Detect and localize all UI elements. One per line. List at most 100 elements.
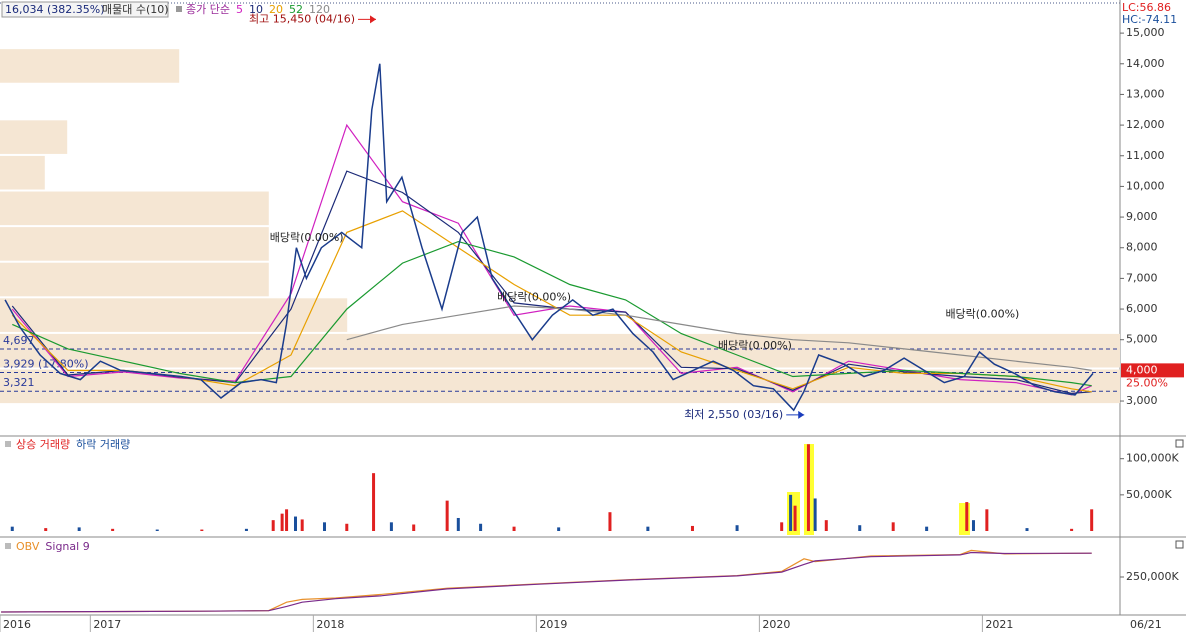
volume-profile-bar <box>0 298 348 332</box>
event-label: 배당락(0.00%) <box>718 339 792 352</box>
volume-highlight <box>959 503 970 535</box>
volume-bar <box>971 520 975 531</box>
x-tick-label: 2018 <box>316 618 344 631</box>
volume-bar <box>10 526 14 531</box>
volume-bar <box>789 494 793 531</box>
y-tick-label: 8,000 <box>1126 241 1158 254</box>
volume-bar <box>456 517 460 531</box>
legend-swatch <box>5 543 11 549</box>
current-change: 25.00% <box>1126 376 1168 389</box>
current-price-tag <box>1121 363 1184 378</box>
y-tick-label: 3,000 <box>1126 394 1158 407</box>
y-tick-label: 100,000K <box>1126 452 1179 465</box>
y-tick-label: 10,000 <box>1126 179 1165 192</box>
volume-bar <box>925 526 929 531</box>
volume-bar <box>200 529 204 531</box>
legend-entry: 20 <box>269 3 283 16</box>
volume-bar <box>372 473 376 531</box>
x-tick-label: 2017 <box>93 618 121 631</box>
volume-bar <box>155 529 159 531</box>
volume-bar <box>77 527 81 531</box>
panel-close-button[interactable] <box>1175 540 1184 549</box>
volume-bar <box>479 523 483 531</box>
legend-entry: OBV <box>16 540 40 553</box>
volume-bar <box>646 526 650 531</box>
obv-line <box>1 551 1092 613</box>
volume-bar <box>858 525 862 531</box>
legend-entry: 하락 거래량 <box>76 437 130 451</box>
y-tick-label: 11,000 <box>1126 149 1165 162</box>
event-label: 배당락(0.00%) <box>945 307 1019 320</box>
volume-bar <box>44 528 48 531</box>
volume-bar <box>965 502 969 531</box>
volume-profile-bar <box>0 227 269 261</box>
volume-bar <box>793 505 797 531</box>
volume-bar <box>412 524 416 531</box>
volume-bar <box>244 528 248 531</box>
y-tick-label: 7,000 <box>1126 271 1158 284</box>
lc-value: LC:56.86 <box>1122 1 1171 14</box>
volume-bar <box>780 522 784 531</box>
volume-bar <box>512 526 516 531</box>
y-tick-label: 250,000K <box>1126 570 1179 583</box>
y-tick-label: 12,000 <box>1126 118 1165 131</box>
level-label: 3,929 (17.80%) <box>3 358 89 371</box>
volume-profile-bar <box>0 155 45 190</box>
volume-profile-bar <box>0 333 1120 368</box>
profile-label: 매물대 수(10) <box>102 3 169 16</box>
x-tick-label: 2016 <box>3 618 31 631</box>
volume-highlight <box>787 492 800 535</box>
hc-value: HC:-74.11 <box>1122 13 1177 26</box>
legend-entry: 120 <box>309 3 330 16</box>
moving-average-line <box>12 240 1092 387</box>
volume-bar <box>985 509 989 531</box>
current-price-label: 4,000 <box>1126 363 1158 376</box>
y-tick-label: 14,000 <box>1126 57 1165 70</box>
volume-bar <box>813 498 817 531</box>
y-tick-label: 5,000 <box>1126 333 1158 346</box>
event-label: 배당락(0.00%) <box>270 231 344 244</box>
volume-bar <box>1090 509 1094 531</box>
legend-swatch <box>176 6 182 12</box>
volume-bar <box>322 522 326 531</box>
x-tick-label: 2019 <box>539 618 567 631</box>
volume-bar <box>1070 528 1074 531</box>
y-tick-label: 13,000 <box>1126 87 1165 100</box>
volume-bar <box>608 512 612 531</box>
panel-close-button[interactable] <box>1175 439 1184 448</box>
volume-bar <box>271 520 275 531</box>
legend-swatch <box>5 441 11 447</box>
volume-bar <box>293 516 297 531</box>
annotation-label: 최저 2,550 (03/16) <box>684 408 783 421</box>
volume-profile-bar <box>0 191 269 226</box>
volume-bar <box>1025 528 1029 531</box>
legend-entry: Signal 9 <box>45 540 89 553</box>
legend-entry: 10 <box>249 3 263 16</box>
legend-entry: 5 <box>236 3 243 16</box>
level-label: 3,321 <box>3 376 35 389</box>
volume-bar <box>389 522 393 531</box>
y-tick-label: 6,000 <box>1126 302 1158 315</box>
annotation-arrowhead <box>798 410 805 419</box>
legend-label: 종가 단순 <box>186 3 230 16</box>
volume-bar <box>806 444 810 531</box>
moving-average-line <box>346 305 1092 371</box>
legend-entry: 상승 거래량 <box>16 438 70 451</box>
x-tick-label: 2021 <box>985 618 1013 631</box>
event-label: 배당락(0.00%) <box>497 291 571 304</box>
volume-bar <box>285 509 289 531</box>
volume-bar <box>445 500 449 531</box>
volume-bar <box>824 520 828 531</box>
volume-bar <box>280 513 284 531</box>
y-tick-label: 15,000 <box>1126 26 1165 39</box>
volume-profile-bar <box>0 49 180 83</box>
volume-bar <box>735 525 739 531</box>
annotation-label: 최고 15,450 (04/16) <box>249 12 355 25</box>
volume-bar <box>891 522 895 531</box>
x-tick-label: 2020 <box>762 618 790 631</box>
volume-bar <box>345 523 349 531</box>
volume-bar <box>690 525 694 531</box>
current-date: 06/21 <box>1130 618 1162 631</box>
info-text: 16,034 (382.35%) <box>5 3 105 16</box>
